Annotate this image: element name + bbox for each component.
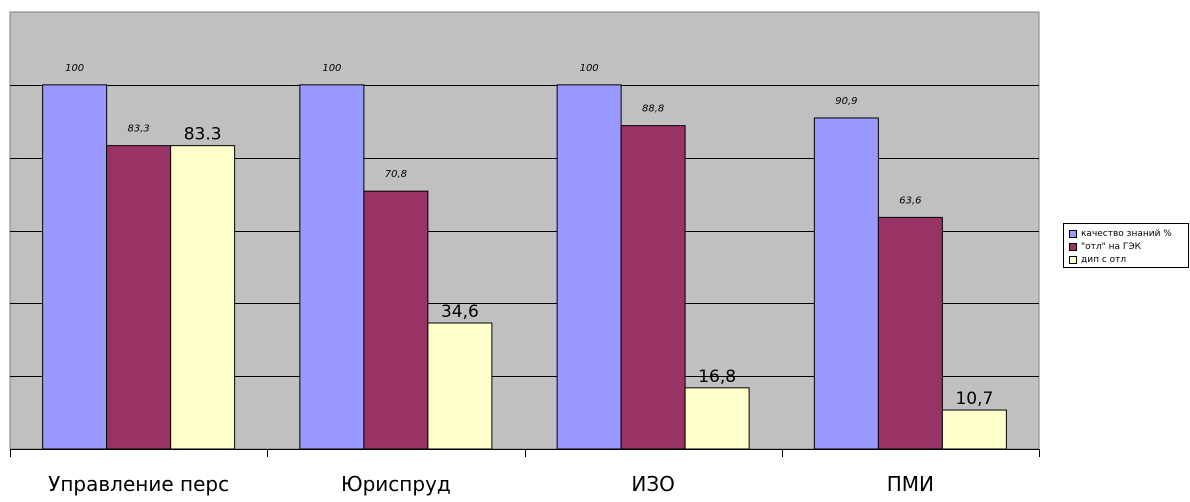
legend: качество знаний % "отл" на ГЭК дип с отл — [1063, 223, 1189, 268]
bar-2-3 — [941, 409, 1007, 450]
bar-1-2 — [620, 125, 686, 450]
data-label-1-1: 70,8 — [385, 169, 407, 180]
bar-2-1 — [427, 322, 493, 450]
bar-1-0 — [106, 145, 172, 450]
x-tick-label-1: Юриспруд — [341, 472, 451, 496]
legend-label-1: "отл" на ГЭК — [1081, 241, 1142, 252]
x-tick-label-3: ПМИ — [887, 472, 934, 496]
bar-0-1 — [299, 84, 365, 450]
data-label-1-0: 83,3 — [127, 124, 149, 135]
data-label-2-0: 83.3 — [184, 125, 222, 145]
legend-label-0: качество знаний % — [1081, 228, 1172, 239]
legend-item-0: качество знаний % — [1069, 227, 1188, 240]
data-label-2-1: 34,6 — [441, 302, 479, 322]
bar-1-3 — [877, 216, 943, 450]
x-tick-label-0: Управление перс — [48, 472, 229, 496]
legend-swatch-1 — [1069, 242, 1077, 251]
legend-label-2: дип с отл — [1081, 254, 1127, 265]
bar-0-3 — [813, 117, 879, 450]
bar-0-0 — [42, 84, 108, 450]
bar-2-2 — [684, 387, 750, 450]
legend-swatch-2 — [1069, 255, 1077, 264]
legend-item-2: дип с отл — [1069, 253, 1188, 266]
legend-item-1: "отл" на ГЭК — [1069, 240, 1188, 253]
legend-swatch-0 — [1069, 229, 1077, 238]
data-label-1-3: 63,6 — [899, 195, 921, 206]
data-label-2-2: 16,8 — [698, 367, 736, 387]
bar-2-0 — [170, 145, 236, 450]
bar-0-2 — [556, 84, 622, 450]
data-label-0-0: 100 — [65, 63, 84, 74]
data-label-0-3: 90,9 — [835, 96, 857, 107]
data-label-2-3: 10,7 — [955, 389, 993, 409]
bar-1-1 — [363, 190, 429, 450]
x-tick-label-2: ИЗО — [631, 472, 675, 496]
data-label-1-2: 88,8 — [642, 104, 664, 115]
data-label-0-1: 100 — [322, 63, 341, 74]
data-label-0-2: 100 — [580, 63, 599, 74]
